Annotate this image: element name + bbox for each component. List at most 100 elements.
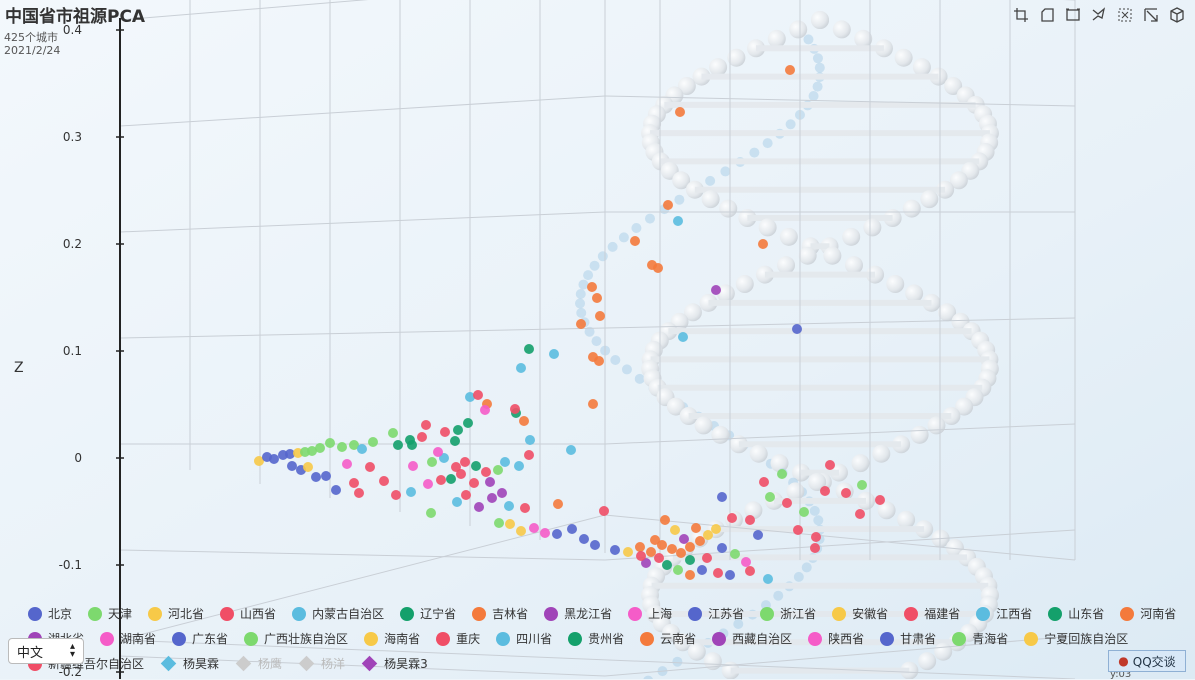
legend-label: 青海省 (972, 632, 1009, 646)
z-tick-label: 0.4 (63, 23, 82, 37)
legend-item[interactable]: 杨洋 (298, 655, 345, 672)
data-point (662, 560, 672, 570)
data-point (285, 449, 295, 459)
legend-dot-marker (628, 606, 643, 621)
data-point (446, 474, 456, 484)
legend-item[interactable]: 浙江省 (760, 605, 816, 622)
data-point (630, 236, 640, 246)
data-point (810, 543, 820, 553)
data-point (451, 462, 461, 472)
select-box-icon[interactable] (1115, 5, 1135, 25)
legend-label: 重庆 (456, 632, 481, 646)
legend-dot-marker (760, 606, 775, 621)
data-point (745, 515, 755, 525)
legend-item[interactable]: 江西省 (976, 605, 1032, 622)
lasso-icon[interactable] (1089, 5, 1109, 25)
legend-item[interactable]: 福建省 (904, 605, 960, 622)
legend-row: 湖北省湖南省广东省广西壮族自治区海南省重庆四川省贵州省云南省西藏自治区陕西省甘肃… (28, 630, 1178, 647)
legend-item[interactable]: 四川省 (496, 630, 552, 647)
data-point (406, 487, 416, 497)
legend-item[interactable]: 杨鹰 (235, 655, 282, 672)
data-point (670, 525, 680, 535)
legend-item[interactable]: 广西壮族自治区 (244, 630, 348, 647)
data-point (540, 528, 550, 538)
legend-item[interactable]: 甘肃省 (880, 630, 936, 647)
data-point (657, 540, 667, 550)
legend-item[interactable]: 河北省 (148, 605, 204, 622)
data-point (549, 349, 559, 359)
legend-item[interactable]: 天津 (88, 605, 132, 622)
legend-label: 宁夏回族自治区 (1044, 632, 1129, 646)
legend-dot-marker (220, 606, 235, 621)
legend-item[interactable]: 杨昊霖 (160, 655, 219, 672)
chart-subtitle: 425个城市 2021/2/24 (4, 31, 60, 57)
legend-dot-marker (172, 631, 187, 646)
legend-label: 江西省 (996, 607, 1033, 621)
legend-item[interactable]: 北京 (28, 605, 72, 622)
data-point (471, 461, 481, 471)
legend-item[interactable]: 陕西省 (808, 630, 864, 647)
data-point (727, 513, 737, 523)
data-point (592, 293, 602, 303)
z-tick-label: -0.1 (59, 558, 82, 572)
legend-item[interactable]: 湖南省 (100, 630, 156, 647)
data-point (354, 488, 364, 498)
data-point (465, 392, 475, 402)
data-point (433, 447, 443, 457)
legend-item[interactable]: 河南省 (1120, 605, 1176, 622)
qq-chat-button[interactable]: ● QQ交谈 (1108, 650, 1186, 672)
data-point (717, 543, 727, 553)
data-point (516, 526, 526, 536)
legend-item[interactable]: 杨昊霖3 (361, 655, 428, 672)
legend-item[interactable]: 山西省 (220, 605, 276, 622)
legend-item[interactable]: 江苏省 (688, 605, 744, 622)
crop-corner-icon[interactable] (1037, 5, 1057, 25)
legend-item[interactable]: 内蒙古自治区 (292, 605, 384, 622)
data-point (349, 478, 359, 488)
legend-item[interactable]: 贵州省 (568, 630, 624, 647)
z-axis-label: Z (14, 360, 24, 376)
reset-camera-icon[interactable] (1167, 5, 1187, 25)
data-point (337, 442, 347, 452)
legend-item[interactable]: 海南省 (364, 630, 420, 647)
qq-chat-label: QQ交谈 (1132, 654, 1176, 669)
data-point (469, 478, 479, 488)
legend-item[interactable]: 云南省 (640, 630, 696, 647)
legend-dot-marker (292, 606, 307, 621)
data-point (599, 506, 609, 516)
data-point (331, 485, 341, 495)
legend-item[interactable]: 山东省 (1048, 605, 1104, 622)
legend-dot-marker (880, 631, 895, 646)
legend-dot-marker (904, 606, 919, 621)
legend-item[interactable]: 吉林省 (472, 605, 528, 622)
data-point (763, 574, 773, 584)
legend-label: 山西省 (240, 607, 277, 621)
pan-icon[interactable] (1141, 5, 1161, 25)
legend-label: 内蒙古自治区 (312, 607, 385, 621)
legend-item[interactable]: 黑龙江省 (544, 605, 612, 622)
legend-label: 黑龙江省 (564, 607, 613, 621)
data-point (321, 471, 331, 481)
data-point (485, 477, 495, 487)
data-point (820, 486, 830, 496)
dna-helix-background (575, 11, 999, 679)
legend-item[interactable]: 重庆 (436, 630, 480, 647)
data-point (703, 530, 713, 540)
zoom-rect-icon[interactable] (1063, 5, 1083, 25)
legend-item[interactable]: 青海省 (952, 630, 1008, 647)
legend-item[interactable]: 广东省 (172, 630, 228, 647)
legend-item[interactable]: 上海 (628, 605, 672, 622)
data-point (711, 285, 721, 295)
legend-item[interactable]: 安徽省 (832, 605, 888, 622)
legend-item[interactable]: 辽宁省 (400, 605, 456, 622)
legend-label: 杨昊霖 (183, 657, 220, 671)
crop-icon[interactable] (1011, 5, 1031, 25)
data-point (516, 363, 526, 373)
data-point (745, 566, 755, 576)
z-tick-label: -0.2 (59, 665, 82, 679)
data-point (717, 492, 727, 502)
legend-item[interactable]: 宁夏回族自治区 (1024, 630, 1128, 647)
language-select[interactable]: 中文 ▴ ▾ (8, 638, 84, 664)
legend-item[interactable]: 西藏自治区 (712, 630, 792, 647)
